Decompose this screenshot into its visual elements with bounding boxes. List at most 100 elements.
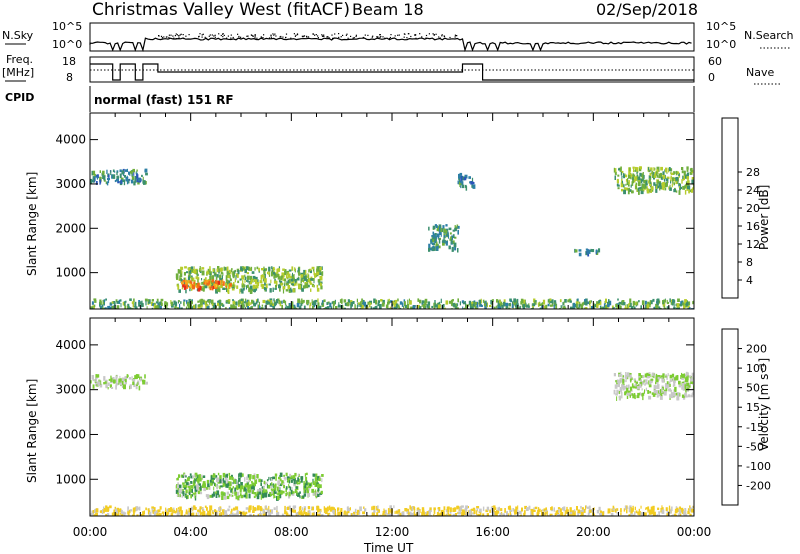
data-cell <box>614 384 618 389</box>
data-cell <box>302 272 305 277</box>
data-cell <box>232 305 236 309</box>
data-cell <box>690 188 694 193</box>
data-cell <box>684 392 687 396</box>
nsky-dot <box>428 33 430 35</box>
data-cell <box>431 242 434 245</box>
data-cell <box>197 306 201 309</box>
data-cell <box>262 493 265 498</box>
data-cell <box>673 302 675 308</box>
data-cell <box>689 168 692 171</box>
data-cell <box>121 380 124 385</box>
data-cell <box>624 391 627 396</box>
data-cell <box>201 474 203 480</box>
data-cell <box>364 508 367 512</box>
data-cell <box>211 479 214 482</box>
data-cell <box>607 508 611 514</box>
data-cell <box>627 190 630 195</box>
data-cell <box>138 309 141 314</box>
data-cell <box>402 513 405 516</box>
data-cell <box>213 302 216 306</box>
data-cell <box>294 268 296 273</box>
data-cell <box>112 174 116 179</box>
data-cell <box>291 301 294 307</box>
data-cell <box>460 185 462 189</box>
data-cell <box>208 509 211 514</box>
data-cell <box>658 513 660 516</box>
data-cell <box>438 224 442 228</box>
data-cell <box>236 485 239 491</box>
data-cell <box>288 288 291 293</box>
nsky-dot <box>388 38 391 40</box>
data-cell <box>619 305 622 309</box>
data-cell <box>183 285 186 290</box>
data-cell <box>376 505 379 509</box>
data-cell <box>631 514 633 516</box>
data-cell <box>203 279 206 284</box>
data-cell <box>190 276 192 280</box>
data-cell <box>144 298 148 302</box>
data-cell <box>673 189 677 193</box>
data-cell <box>268 509 270 514</box>
data-cell <box>596 301 599 305</box>
data-cell <box>290 489 293 495</box>
nsky-dot <box>295 34 297 36</box>
data-cell <box>661 505 663 509</box>
data-cell <box>194 485 196 489</box>
data-cell <box>524 505 527 510</box>
data-cell <box>646 304 650 309</box>
data-cell <box>179 303 181 309</box>
data-cell <box>435 225 438 228</box>
data-cell <box>628 172 631 175</box>
data-cell <box>582 508 586 513</box>
data-cell <box>315 496 317 499</box>
data-cell <box>651 372 654 377</box>
data-cell <box>218 269 220 274</box>
data-cell <box>641 300 645 306</box>
data-cell <box>437 245 441 249</box>
data-cell <box>634 176 637 181</box>
data-cell <box>546 511 548 516</box>
data-cell <box>201 485 205 488</box>
data-cell <box>217 302 219 306</box>
data-cell <box>122 179 126 182</box>
data-cell <box>279 301 282 307</box>
data-cell <box>339 299 342 303</box>
data-cell <box>686 166 689 170</box>
data-cell <box>318 280 320 286</box>
data-cell <box>414 509 416 513</box>
data-cell <box>179 487 182 493</box>
data-cell <box>137 507 140 510</box>
data-cell <box>206 479 209 484</box>
data-cell <box>650 167 653 171</box>
data-cell <box>124 305 127 309</box>
data-cell <box>637 176 641 181</box>
data-cell <box>116 170 119 173</box>
nsky-dot <box>178 35 180 37</box>
data-cell <box>206 494 210 500</box>
data-cell <box>664 182 668 188</box>
data-cell <box>316 271 320 276</box>
data-cell <box>251 485 254 488</box>
data-cell <box>419 299 422 304</box>
data-cell <box>379 514 382 516</box>
data-cell <box>232 480 235 483</box>
data-cell <box>229 514 232 516</box>
data-cell <box>654 385 657 390</box>
data-cell <box>499 299 501 304</box>
data-cell <box>443 228 446 233</box>
data-cell <box>553 507 555 512</box>
data-cell <box>115 382 119 386</box>
data-cell <box>248 484 251 489</box>
data-cell <box>288 480 291 484</box>
data-cell <box>327 506 329 512</box>
data-cell <box>689 382 691 386</box>
data-cell <box>383 508 385 511</box>
data-cell <box>397 304 400 308</box>
data-cell <box>189 283 192 288</box>
data-cell <box>513 509 517 514</box>
data-cell <box>321 302 324 306</box>
data-cell <box>216 477 219 483</box>
data-cell <box>634 166 637 171</box>
data-cell <box>146 306 148 309</box>
data-cell <box>628 180 630 185</box>
